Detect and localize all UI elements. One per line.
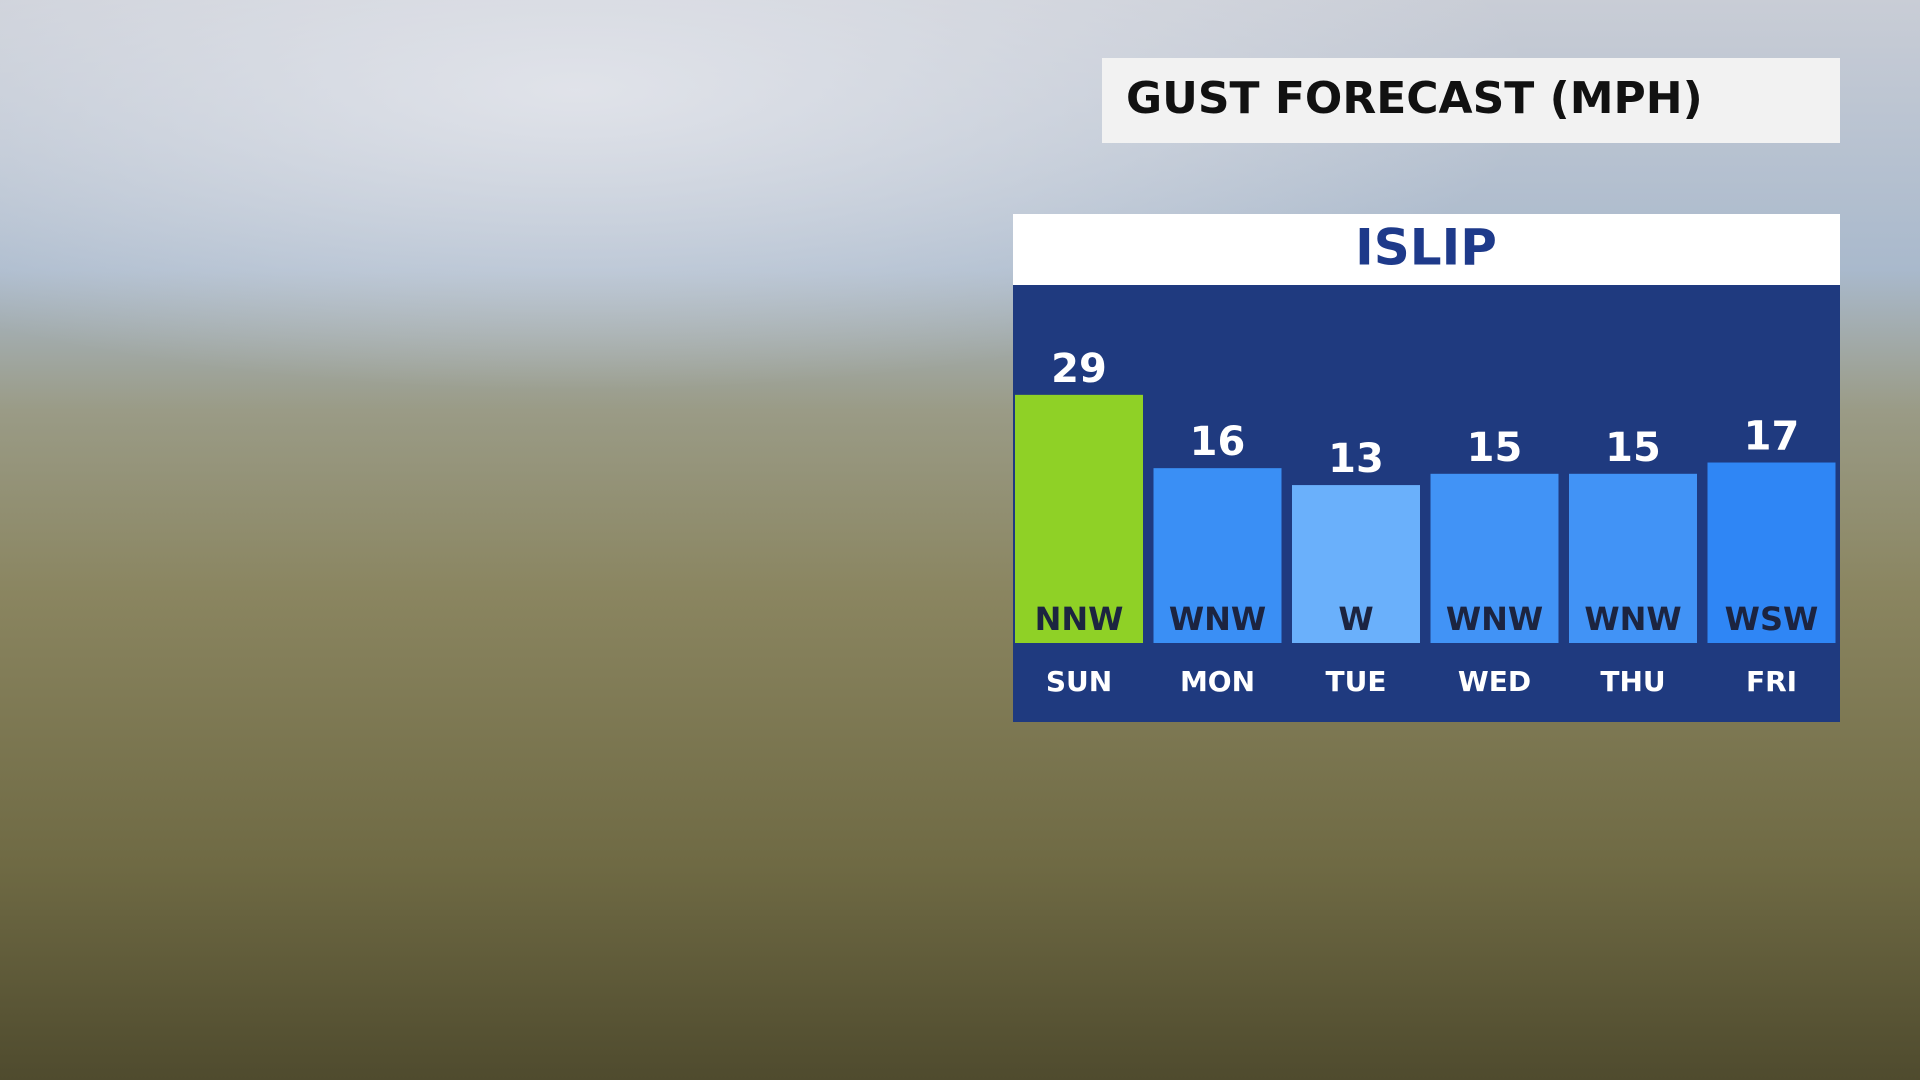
bar xyxy=(1430,473,1559,643)
x-tick-label: FRI xyxy=(1746,665,1797,698)
bar xyxy=(1292,485,1420,643)
title-box xyxy=(1102,58,1840,143)
value-label: 16 xyxy=(1190,419,1246,465)
value-label: 17 xyxy=(1744,414,1800,460)
bar xyxy=(1707,462,1836,643)
panel xyxy=(1013,214,1840,722)
x-tick-label: THU xyxy=(1600,665,1665,698)
value-label: 29 xyxy=(1051,346,1107,392)
chart-title: GUST FORECAST (MPH) xyxy=(1126,73,1703,124)
x-tick-label: WED xyxy=(1458,665,1531,698)
direction-label: NNW xyxy=(1035,600,1124,638)
direction-label: W xyxy=(1338,600,1373,638)
bar xyxy=(1015,394,1143,643)
value-label: 13 xyxy=(1328,436,1384,482)
bar xyxy=(1569,473,1697,643)
direction-label: WNW xyxy=(1446,600,1543,638)
x-tick-label: MON xyxy=(1180,665,1255,698)
direction-label: WNW xyxy=(1169,600,1266,638)
direction-label: WSW xyxy=(1725,600,1819,638)
value-label: 15 xyxy=(1467,425,1523,471)
value-label: 15 xyxy=(1605,425,1661,471)
chart-subtitle: ISLIP xyxy=(1355,219,1497,277)
x-tick-label: SUN xyxy=(1046,665,1112,698)
direction-label: WNW xyxy=(1584,600,1681,638)
panel-header xyxy=(1013,214,1840,285)
bar xyxy=(1153,468,1282,643)
x-tick-label: TUE xyxy=(1326,665,1387,698)
